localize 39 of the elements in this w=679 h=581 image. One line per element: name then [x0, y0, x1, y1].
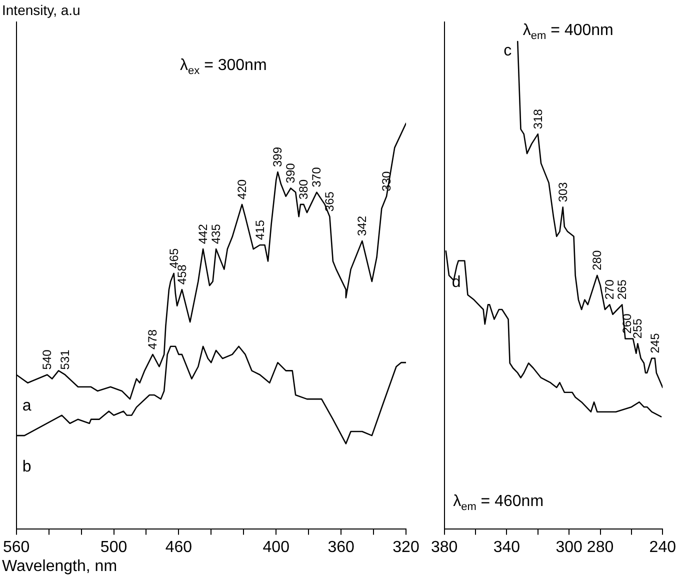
- x-tick-label: 240: [649, 538, 676, 556]
- x-axis-title: Wavelength, nm: [2, 558, 118, 576]
- annotation: 318: [530, 108, 545, 130]
- x-tick-label: 340: [493, 538, 520, 556]
- annotation: 303: [556, 182, 570, 202]
- y-axis-title: Intensity, a.u: [2, 2, 80, 18]
- annotation: λ$_{em}$ = 400nm: [522, 22, 614, 42]
- annotation: 390: [284, 162, 298, 184]
- annotation: 370: [310, 166, 324, 188]
- x-tick-label: 400: [262, 538, 290, 556]
- series-label: b: [22, 458, 32, 476]
- x-tick-label: 500: [100, 538, 128, 556]
- text: λ$_{ex}$ = 300nm: [180, 57, 267, 78]
- annotation: 540: [40, 349, 54, 370]
- annotation: 265: [615, 279, 630, 300]
- x-tick-label: 320: [392, 538, 420, 556]
- x-tick-label: 360: [328, 538, 355, 556]
- annotation: 380: [296, 179, 311, 200]
- annotation: 435: [209, 224, 224, 244]
- annotation: λ$_{em}$ = 460nm: [453, 493, 544, 514]
- annotation: 245: [648, 332, 662, 354]
- annotation: 255: [630, 318, 645, 339]
- annotation: 415: [252, 220, 267, 240]
- x-tick-label: 380: [430, 538, 458, 556]
- annotation: 478: [146, 329, 160, 350]
- annotation: 399: [270, 146, 285, 168]
- annotation: 270: [602, 279, 617, 300]
- x-tick-label: 560: [2, 538, 30, 556]
- annotation: 280: [590, 250, 604, 270]
- series-label: c: [504, 42, 512, 60]
- annotation: 342: [355, 216, 370, 236]
- annotation: 531: [58, 349, 72, 370]
- annotation: 420: [235, 179, 250, 200]
- x-tick-label: 460: [165, 538, 192, 556]
- annotation: 442: [196, 224, 210, 244]
- series-label: a: [22, 398, 32, 415]
- x-tick-label: 280: [586, 538, 614, 556]
- x-tick-label: 300: [556, 538, 583, 556]
- annotation: 365: [322, 191, 337, 212]
